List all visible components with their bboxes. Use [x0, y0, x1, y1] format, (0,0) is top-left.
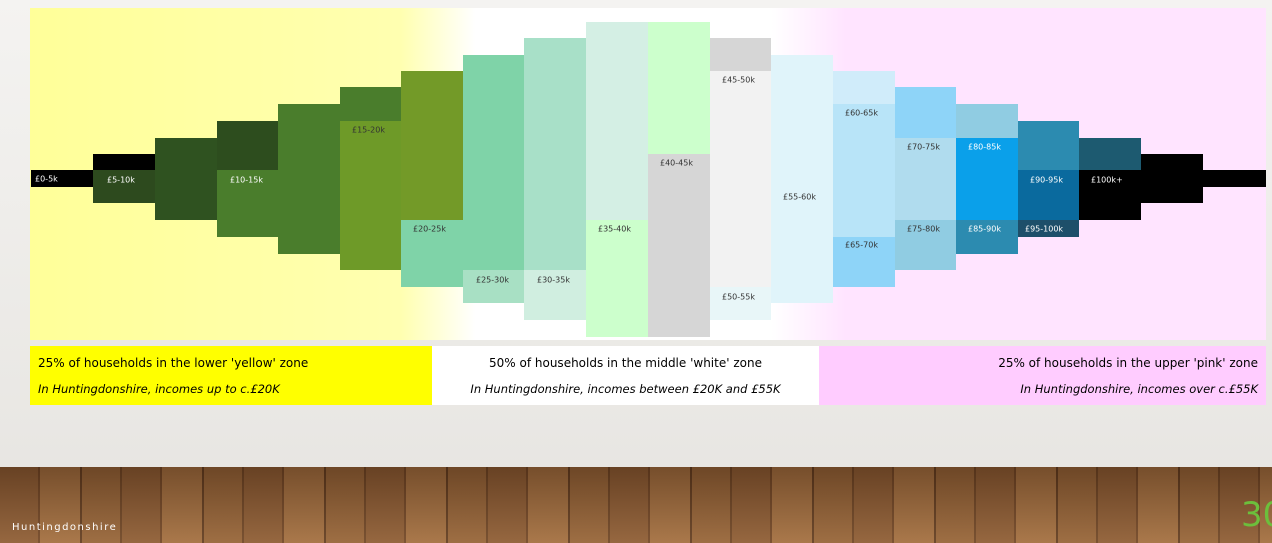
- income-block: [710, 287, 771, 320]
- income-block: [217, 170, 278, 237]
- income-block: [895, 220, 956, 270]
- income-block: [340, 121, 401, 270]
- band-label: £25-30k: [476, 276, 509, 285]
- income-block: [155, 138, 217, 220]
- band-label: £100k+: [1091, 176, 1123, 185]
- zone-heading: 50% of households in the middle 'white' …: [489, 356, 762, 370]
- income-block: [93, 154, 155, 170]
- band-label: £10-15k: [230, 176, 263, 185]
- income-block: [524, 270, 586, 320]
- income-block: [956, 104, 1018, 138]
- income-block: [524, 38, 586, 270]
- zone-heading: 25% of households in the upper 'pink' zo…: [998, 356, 1258, 370]
- wood-floor: [0, 467, 1272, 543]
- income-block: [463, 270, 524, 303]
- income-block: [771, 55, 833, 303]
- zone-upper: 25% of households in the upper 'pink' zo…: [819, 346, 1266, 405]
- income-block: [833, 237, 895, 287]
- income-block: [1018, 170, 1079, 220]
- income-block: [463, 55, 524, 270]
- band-label: £80-85k: [968, 143, 1001, 152]
- income-block: [1018, 121, 1079, 170]
- zone-heading: 25% of households in the lower 'yellow' …: [38, 356, 309, 370]
- band-label: £40-45k: [660, 159, 693, 168]
- income-block: [895, 138, 956, 220]
- band-label: £90-95k: [1030, 176, 1063, 185]
- band-label: £65-70k: [845, 241, 878, 250]
- income-block: [1079, 170, 1141, 220]
- income-block: [93, 170, 155, 203]
- zone-note: In Huntingdonshire, incomes up to c.£20K: [38, 382, 280, 396]
- income-block: [1079, 138, 1141, 170]
- income-block: [401, 220, 463, 287]
- band-label: £45-50k: [722, 76, 755, 85]
- zone-note: In Huntingdonshire, incomes over c.£55K: [1020, 382, 1258, 396]
- zone-note: In Huntingdonshire, incomes between £20K…: [470, 382, 781, 396]
- income-block: [1141, 154, 1203, 203]
- band-label: £70-75k: [907, 143, 940, 152]
- income-block: [586, 22, 648, 220]
- band-label: £20-25k: [413, 225, 446, 234]
- income-block: [278, 104, 340, 254]
- band-label: £0-5k: [35, 175, 58, 184]
- band-label: £30-35k: [537, 276, 570, 285]
- income-block: [1018, 220, 1079, 237]
- band-label: £75-80k: [907, 225, 940, 234]
- income-block: [833, 71, 895, 104]
- band-label: £50-55k: [722, 293, 755, 302]
- income-block: [648, 154, 710, 337]
- income-block: [217, 121, 278, 170]
- income-block: [1203, 170, 1266, 187]
- income-block: [956, 138, 1018, 220]
- income-block: [648, 22, 710, 154]
- income-block: [833, 104, 895, 237]
- income-diagram: £0-5k £5-10k £10-15k £15-20k £20-25k £25-30k £…: [30, 8, 1266, 340]
- band-label: £35-40k: [598, 225, 631, 234]
- income-block: [710, 38, 771, 71]
- zone-middle: 50% of households in the middle 'white' …: [432, 346, 819, 405]
- band-label: £55-60k: [783, 193, 816, 202]
- band-label: £85-90k: [968, 225, 1001, 234]
- footer: Huntingdonshire: [12, 522, 118, 533]
- band-label: £95-100k: [1025, 225, 1063, 234]
- page-number: 30: [1241, 495, 1272, 535]
- band-label: £60-65k: [845, 109, 878, 118]
- zone-lower: 25% of households in the lower 'yellow' …: [30, 346, 432, 405]
- income-block: [710, 71, 771, 287]
- income-block: [586, 220, 648, 337]
- income-block: [895, 87, 956, 138]
- income-block: [401, 71, 463, 220]
- income-block: [340, 87, 401, 121]
- band-label: £15-20k: [352, 126, 385, 135]
- band-label: £5-10k: [107, 176, 135, 185]
- income-block: [31, 170, 93, 187]
- income-block: [956, 220, 1018, 254]
